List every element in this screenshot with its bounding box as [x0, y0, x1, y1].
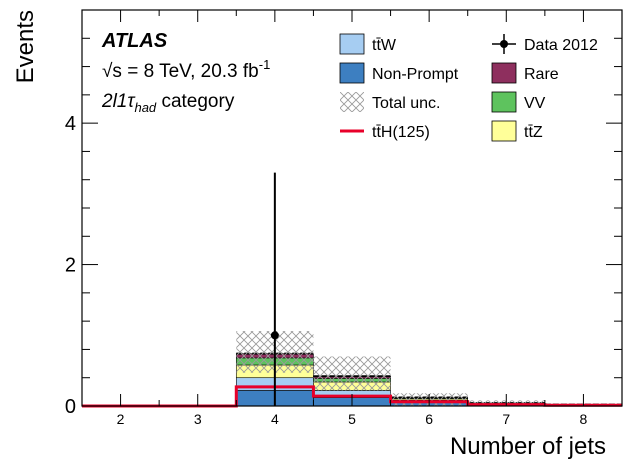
category-subscript: had [134, 100, 156, 115]
x-tick-label: 7 [502, 411, 510, 427]
x-tick-label: 6 [425, 411, 433, 427]
legend-rare-label: Rare [524, 66, 559, 83]
category-main: 2l1τ [101, 91, 136, 112]
x-axis-label: Number of jets [450, 433, 606, 460]
data-point-0 [271, 331, 279, 339]
legend-data-2012-label: Data 2012 [524, 37, 598, 54]
y-tick-label: 2 [65, 255, 76, 277]
legend: tt̄W Data 2012 Non-Prompt Rare Total unc. VV t… [340, 34, 598, 141]
legend-total-unc--swatch [340, 92, 364, 112]
legend-tt-h-125--label: tt̄H(125) [372, 124, 430, 141]
total-unc-band-bin-3 [313, 357, 390, 391]
legend-tt-w-swatch [340, 34, 364, 54]
legend-total-unc--label: Total unc. [372, 95, 440, 112]
category-label: 2l1τhad category [101, 91, 235, 115]
y-tick-label: 0 [65, 396, 76, 418]
energy-text: √s = 8 TeV, 20.3 fb [102, 61, 259, 82]
legend-non-prompt-label: Non-Prompt [372, 66, 459, 83]
y-tick-label: 4 [65, 113, 76, 135]
x-tick-label: 2 [117, 411, 125, 427]
annotation-block: ATLAS √s = 8 TeV, 20.3 fb-1 2l1τhad cate… [101, 30, 270, 115]
legend-tt-z-label: tt̄Z [524, 124, 543, 141]
experiment-label: ATLAS [101, 30, 168, 52]
category-rest: category [156, 91, 235, 112]
legend-rare-swatch [492, 63, 516, 83]
y-axis-label: Events [12, 10, 39, 83]
x-tick-label: 3 [194, 411, 202, 427]
legend-data-2012-marker [500, 40, 508, 48]
x-tick-label: 8 [580, 411, 588, 427]
x-tick-label: 5 [348, 411, 356, 427]
legend-vv-label: VV [524, 95, 546, 112]
legend-vv-swatch [492, 92, 516, 112]
legend-tt-w-label: tt̄W [372, 37, 397, 54]
legend-tt-z-swatch [492, 121, 516, 141]
x-tick-label: 4 [271, 411, 279, 427]
energy-exponent: -1 [259, 57, 271, 72]
legend-non-prompt-swatch [340, 63, 364, 83]
energy-label: √s = 8 TeV, 20.3 fb-1 [102, 57, 270, 82]
